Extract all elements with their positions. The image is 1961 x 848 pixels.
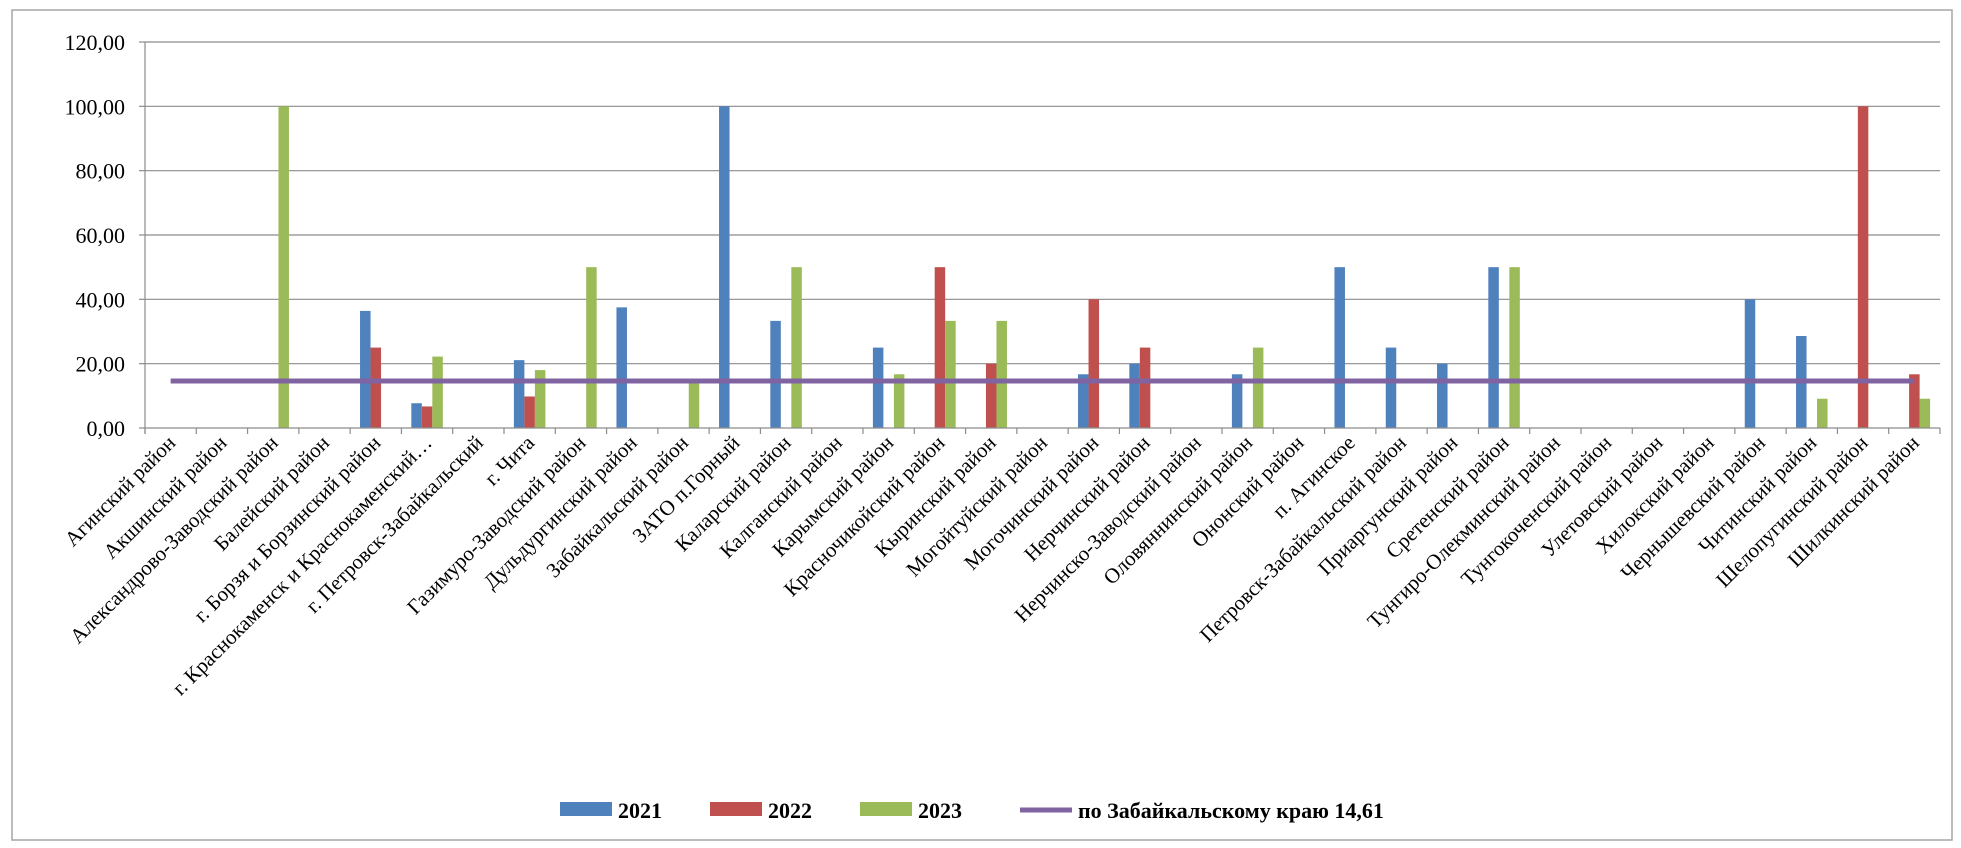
gridlines	[145, 41, 1940, 365]
bar-2022	[985, 363, 997, 428]
bar-2021	[1488, 267, 1499, 428]
bar-2022	[1857, 106, 1869, 428]
bar-2023	[1509, 267, 1520, 428]
bar-2022	[1139, 347, 1151, 428]
chart-border	[11, 9, 1953, 841]
bar-2023	[586, 267, 597, 428]
bar-2021	[1385, 347, 1397, 428]
legend-label-2022: 2022	[768, 798, 812, 823]
bar-2023	[791, 267, 802, 428]
bar-2021	[770, 320, 781, 428]
bar-2021	[719, 106, 730, 428]
bar-2021	[1334, 267, 1345, 428]
y-tick-label: 0,00	[87, 416, 126, 441]
bar-2021	[411, 403, 422, 428]
bar-2021	[872, 347, 884, 428]
bar-2021	[1129, 363, 1140, 428]
bar-2023	[996, 320, 1007, 428]
y-tick-label: 20,00	[76, 352, 126, 377]
legend-label-reference: по Забайкальскому краю 14,61	[1078, 798, 1384, 823]
bar-2021	[1744, 299, 1756, 428]
bar-2023	[893, 374, 905, 428]
bar-2022	[524, 396, 535, 428]
bar-2023	[534, 370, 546, 428]
y-axis-ticks: 0,00 20,00 40,00 60,00 80,00 100,00 120,00	[65, 30, 126, 441]
legend-label-2023: 2023	[918, 798, 962, 823]
bar-2021	[360, 310, 371, 428]
bars	[278, 106, 1931, 428]
bar-2022	[934, 267, 946, 428]
bar-2022	[370, 347, 382, 428]
legend-swatch-2023	[860, 802, 912, 816]
axes	[139, 41, 1941, 434]
legend: 2021 2022 2023 по Забайкальскому краю 14,61	[560, 798, 1384, 823]
legend-swatch-2021	[560, 802, 612, 816]
y-tick-label: 120,00	[65, 30, 126, 55]
bar-2023	[432, 356, 443, 428]
y-tick-label: 100,00	[65, 94, 126, 119]
bar-2023	[1252, 347, 1264, 428]
bar-2023	[1817, 398, 1828, 428]
bar-2023	[688, 382, 700, 428]
bar-2022	[1088, 299, 1100, 428]
bar-2021	[616, 307, 627, 428]
y-tick-label: 80,00	[76, 159, 126, 184]
legend-swatch-2022	[710, 802, 762, 816]
bar-2022	[1909, 374, 1920, 428]
bar-2021	[1437, 363, 1448, 428]
bar-2021	[1231, 374, 1243, 428]
bar-2022	[421, 406, 433, 428]
bar-2023	[1919, 398, 1931, 428]
bar-2023	[945, 320, 956, 428]
y-tick-label: 60,00	[76, 223, 126, 248]
bar-2023	[278, 106, 289, 428]
y-tick-label: 40,00	[76, 287, 126, 312]
legend-label-2021: 2021	[618, 798, 662, 823]
bar-2021	[1078, 374, 1089, 428]
bar-2021	[513, 360, 525, 428]
